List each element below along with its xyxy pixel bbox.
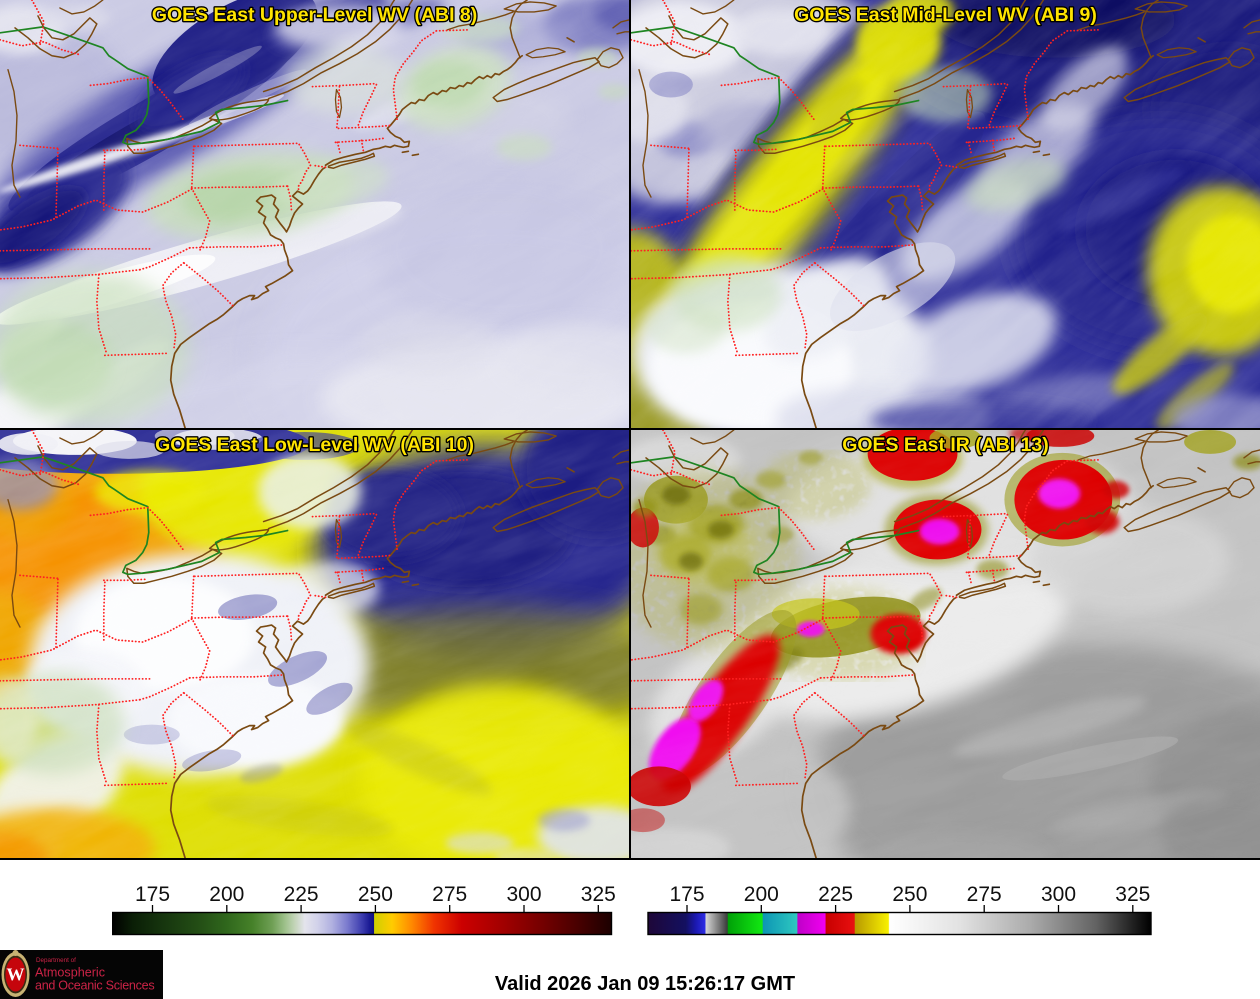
svg-text:325: 325 xyxy=(581,883,616,906)
svg-text:Department of: Department of xyxy=(36,957,76,964)
svg-text:200: 200 xyxy=(744,883,779,906)
svg-text:175: 175 xyxy=(669,883,704,906)
svg-text:GOES East Mid-Level WV (ABI 9): GOES East Mid-Level WV (ABI 9) xyxy=(794,4,1097,26)
svg-text:and Oceanic Sciences: and Oceanic Sciences xyxy=(35,979,154,993)
svg-text:GOES East Low-Level WV (ABI 10: GOES East Low-Level WV (ABI 10) xyxy=(155,434,474,456)
svg-text:W: W xyxy=(7,965,25,985)
svg-text:GOES East IR (ABI 13): GOES East IR (ABI 13) xyxy=(842,434,1048,456)
svg-text:200: 200 xyxy=(209,883,244,906)
svg-text:300: 300 xyxy=(1041,883,1076,906)
svg-text:325: 325 xyxy=(1115,883,1150,906)
svg-text:Valid 2026 Jan 09 15:26:17 GMT: Valid 2026 Jan 09 15:26:17 GMT xyxy=(495,973,795,995)
svg-text:250: 250 xyxy=(892,883,927,906)
svg-text:275: 275 xyxy=(432,883,467,906)
svg-text:175: 175 xyxy=(135,883,170,906)
svg-text:300: 300 xyxy=(506,883,541,906)
svg-text:225: 225 xyxy=(818,883,853,906)
svg-text:Atmospheric: Atmospheric xyxy=(35,966,105,980)
svg-text:GOES East Upper-Level WV (ABI: GOES East Upper-Level WV (ABI 8) xyxy=(152,4,477,26)
svg-text:250: 250 xyxy=(358,883,393,906)
svg-text:225: 225 xyxy=(284,883,319,906)
svg-text:275: 275 xyxy=(967,883,1002,906)
